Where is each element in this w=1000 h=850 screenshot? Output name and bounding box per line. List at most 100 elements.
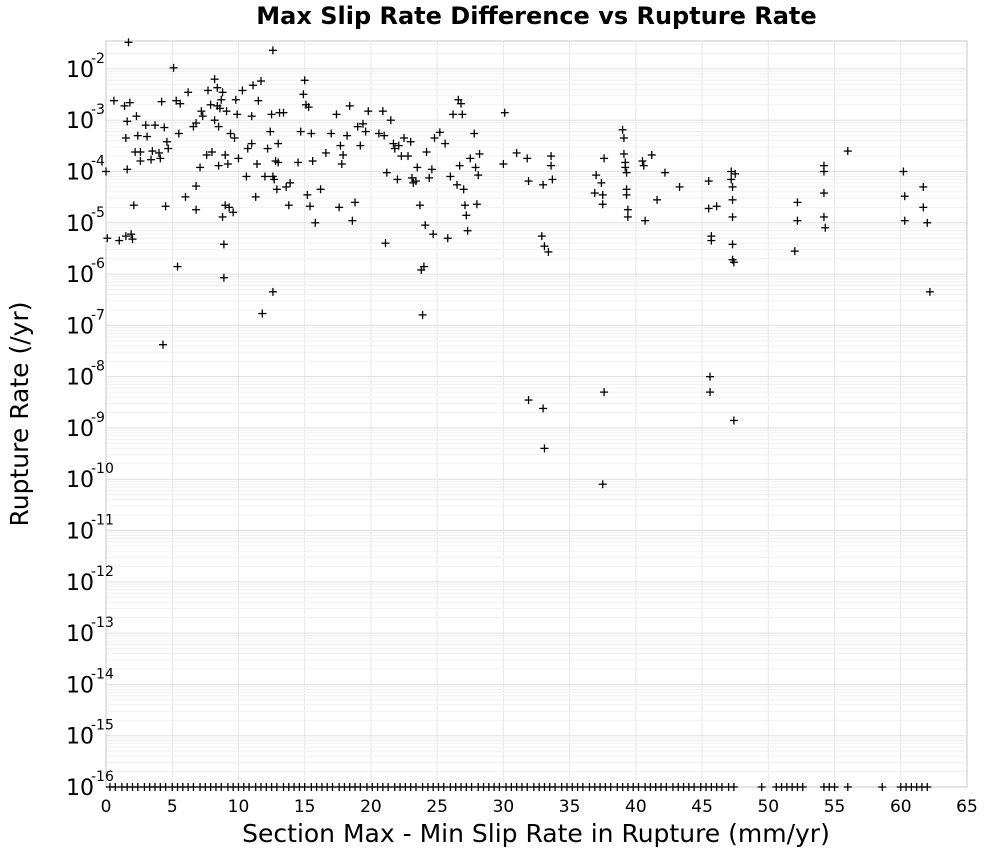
y-tick-exponent: -8 (91, 359, 105, 375)
data-point (192, 182, 201, 191)
data-point (127, 230, 136, 239)
data-point (728, 240, 737, 249)
data-point (411, 177, 420, 186)
data-point (304, 103, 313, 112)
data-point (210, 116, 219, 125)
data-point (539, 180, 548, 189)
y-tick-base: 10 (66, 520, 94, 545)
x-tick-label: 65 (956, 797, 978, 817)
data-point (120, 101, 129, 110)
data-point (197, 107, 206, 116)
data-point (151, 121, 160, 130)
y-tick-label: 10-4 (66, 153, 105, 185)
data-point (147, 155, 156, 164)
data-point (274, 139, 283, 148)
data-point (660, 168, 669, 177)
data-point (132, 112, 141, 121)
data-point (141, 121, 150, 130)
data-point (343, 131, 352, 140)
data-point (427, 165, 436, 174)
data-point (548, 175, 557, 184)
data-point (353, 122, 362, 131)
data-point (218, 212, 227, 221)
x-tick-label: 45 (691, 797, 713, 817)
data-point (332, 110, 341, 119)
data-point (356, 141, 365, 150)
data-point (268, 46, 277, 55)
y-tick-label: 10-2 (66, 51, 105, 83)
data-point (900, 192, 909, 201)
data-point (184, 88, 193, 97)
data-point (540, 444, 549, 453)
data-point (819, 167, 828, 176)
y-tick-base: 10 (66, 725, 94, 750)
y-tick-base: 10 (66, 109, 94, 134)
data-point (474, 171, 483, 180)
y-tick-exponent: -6 (91, 256, 105, 272)
data-point (597, 178, 606, 187)
data-point (136, 157, 145, 166)
data-point (234, 154, 243, 163)
data-point (400, 133, 409, 142)
y-axis-label: Rupture Rate (/yr) (5, 302, 34, 527)
data-point (233, 110, 242, 119)
y-tick-base: 10 (66, 468, 94, 493)
data-point (757, 783, 766, 791)
y-tick-exponent: -7 (91, 307, 105, 323)
data-point (422, 147, 431, 156)
y-tick-label: 10-13 (66, 615, 114, 647)
x-tick-label: 55 (824, 797, 846, 817)
data-point (192, 119, 201, 128)
data-point (258, 309, 267, 318)
y-tick-base: 10 (66, 366, 94, 391)
x-axis-ticks: 0 5 10 15 20 25 30 35 40 45 50 55 60 65 (101, 797, 978, 817)
y-tick-label: 10-14 (66, 666, 114, 698)
data-point (321, 148, 330, 157)
data-point (154, 148, 163, 157)
data-point (706, 372, 715, 381)
data-point (382, 168, 391, 177)
data-point (103, 234, 112, 243)
data-point (675, 182, 684, 191)
data-point (247, 112, 256, 121)
x-tick-label: 0 (101, 797, 112, 817)
data-point (169, 63, 178, 72)
data-point (843, 783, 852, 791)
data-point (238, 86, 247, 95)
y-tick-base: 10 (66, 776, 94, 801)
data-point (598, 190, 607, 199)
y-tick-base: 10 (66, 314, 94, 339)
data-point (537, 232, 546, 241)
data-point (458, 110, 467, 119)
data-point (618, 125, 627, 134)
data-point (242, 172, 251, 181)
data-point (729, 258, 738, 267)
data-point (345, 101, 354, 110)
data-point (512, 148, 521, 157)
data-point (299, 90, 308, 99)
data-point (598, 200, 607, 209)
y-tick-label: 10-3 (66, 102, 105, 134)
data-point (653, 195, 662, 204)
data-point (229, 208, 238, 217)
data-point (210, 75, 219, 84)
data-point (102, 167, 110, 176)
data-point (459, 185, 468, 194)
data-point (727, 175, 736, 184)
grid-lines (105, 41, 968, 788)
x-tick-label: 5 (167, 797, 178, 817)
x-tick-label: 30 (493, 797, 515, 817)
data-point (425, 173, 434, 182)
data-point (728, 195, 737, 204)
y-tick-exponent: -3 (91, 102, 105, 118)
data-point (121, 133, 130, 142)
data-point (358, 119, 367, 128)
data-point (463, 226, 472, 235)
data-point (136, 147, 145, 156)
data-point (600, 154, 609, 163)
data-point (378, 107, 387, 116)
data-point (446, 172, 455, 181)
data-point (267, 110, 276, 119)
y-tick-exponent: -16 (91, 769, 114, 785)
y-tick-label: 10-5 (66, 205, 105, 237)
